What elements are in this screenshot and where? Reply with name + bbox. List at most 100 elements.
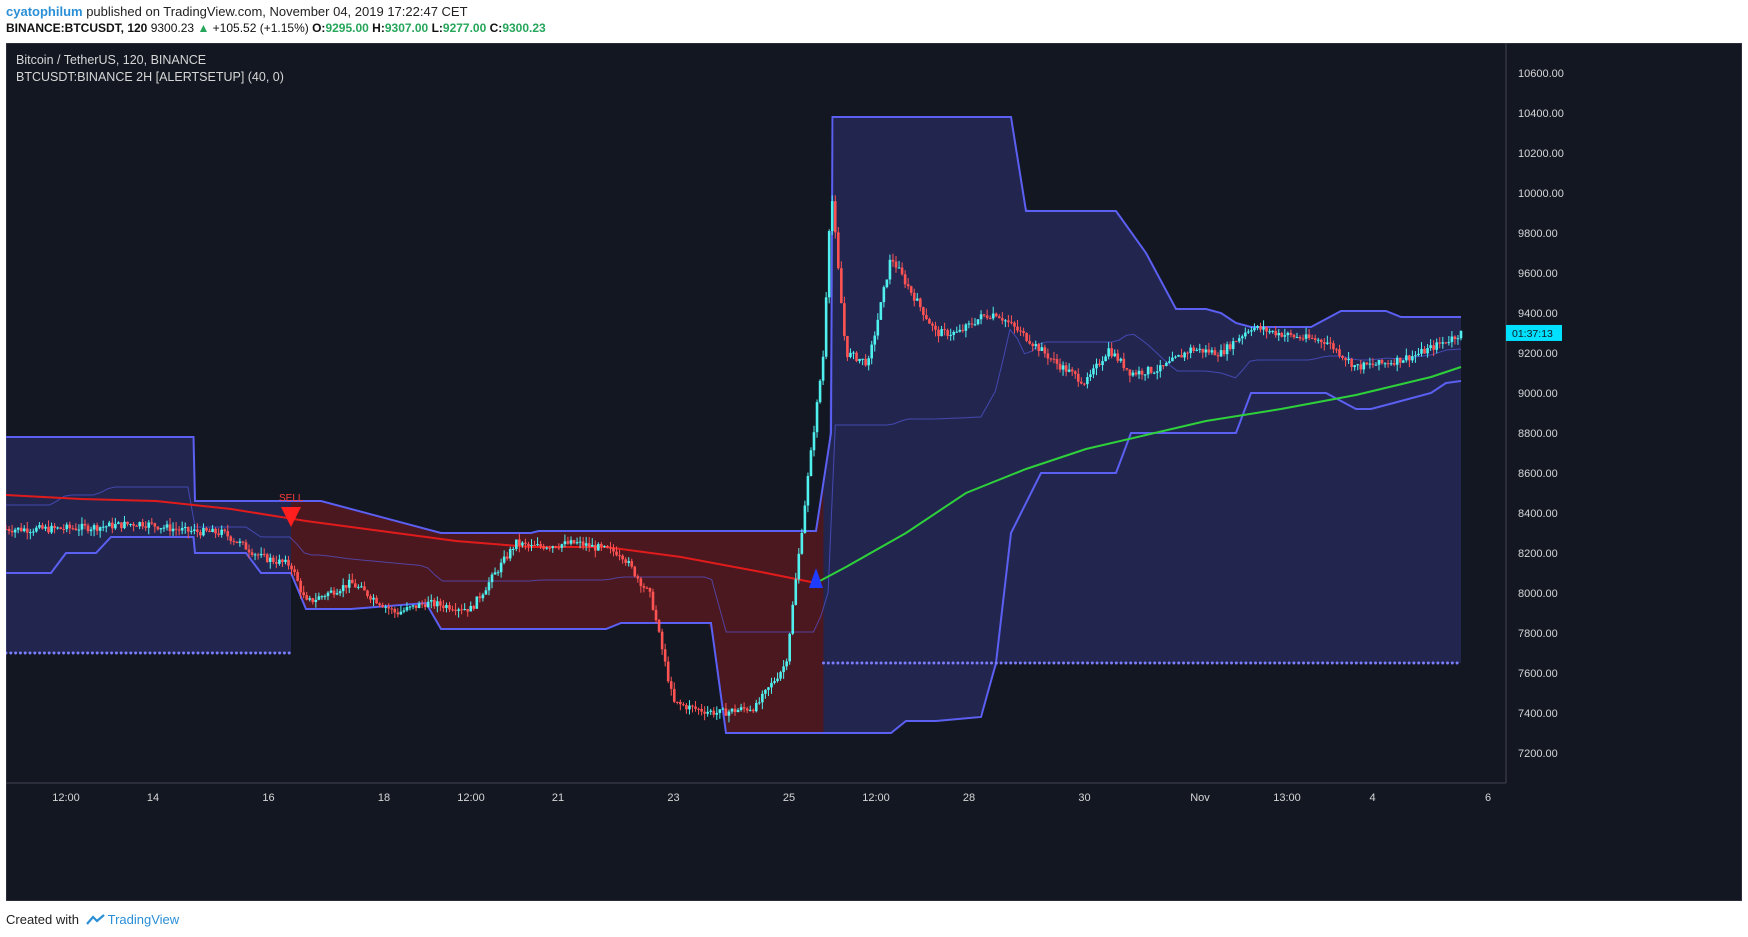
stop-dot [282, 651, 286, 655]
stop-dot [1153, 661, 1157, 665]
candle-body [144, 526, 148, 528]
candle-body [68, 524, 72, 529]
candle-body [679, 701, 682, 705]
candle-body [925, 315, 928, 320]
candle-body [381, 604, 384, 608]
candle-body [287, 559, 290, 566]
candle-body [982, 314, 986, 316]
candle-body [1204, 349, 1208, 353]
candle-body [1395, 357, 1399, 365]
candle-body [1341, 355, 1344, 359]
candle-body [208, 530, 211, 533]
stop-dot [1345, 661, 1349, 665]
candle-body [1277, 332, 1281, 336]
x-tick-label: 16 [262, 792, 274, 804]
candle-body [590, 544, 594, 547]
candle-body [624, 559, 627, 563]
stop-dot [1033, 661, 1037, 665]
candle-body [557, 547, 561, 549]
candle-body [1398, 357, 1402, 363]
candle-body [1216, 355, 1220, 357]
legend-title: Bitcoin / TetherUS, 120, BINANCE [16, 53, 207, 67]
stop-dot [1340, 661, 1344, 665]
author-name[interactable]: cyatophilum [6, 4, 83, 19]
stop-dot [158, 651, 162, 655]
stop-dot [95, 651, 99, 655]
legend-indicator: BTCUSDT:BINANCE 2H [ALERTSETUP] (40, 0) [16, 70, 284, 84]
stop-dot [114, 651, 118, 655]
candle-body [126, 521, 129, 525]
tradingview-link[interactable]: TradingView [107, 912, 180, 927]
candle-body [193, 529, 196, 531]
y-tick-label: 8800.00 [1518, 428, 1558, 440]
candle-body [1450, 336, 1454, 343]
candle-body [1019, 330, 1022, 332]
price-chart[interactable]: SELL 10600.00 10400.00 10200.00 10000.00 9800… [4, 42, 1743, 902]
chart-container[interactable]: SELL 10600.00 10400.00 10200.00 10000.00 9800… [4, 42, 1743, 902]
candle-body [703, 711, 706, 714]
stop-dot [234, 651, 238, 655]
candle-body [262, 553, 266, 555]
candle-body [469, 606, 473, 612]
candle-body [1049, 358, 1053, 360]
candle-body [1323, 342, 1326, 344]
candle-body [250, 552, 254, 556]
candle-body [347, 579, 351, 588]
stop-dot [1124, 661, 1128, 665]
candle-body [533, 544, 536, 546]
candle-body [460, 609, 463, 611]
candle-body [636, 576, 640, 579]
candle-body [773, 681, 776, 683]
candle-body [642, 586, 646, 588]
y-tick-label: 9600.00 [1518, 268, 1558, 280]
candle-body [748, 709, 752, 711]
stop-dot [1206, 661, 1209, 665]
candle-body [761, 693, 764, 703]
candle-body [107, 522, 111, 527]
candle-body [74, 528, 78, 531]
stop-dot [1215, 661, 1219, 665]
stop-dot [1138, 661, 1142, 665]
y-tick-label: 7200.00 [1518, 748, 1558, 760]
candle-body [1131, 372, 1135, 376]
stop-dot [994, 661, 998, 665]
candle-body [958, 329, 962, 332]
candle-body [1435, 342, 1438, 350]
candle-body [1043, 347, 1047, 354]
stop-dot [1066, 661, 1070, 665]
candle-body [1146, 366, 1150, 375]
candle-body [1240, 336, 1244, 339]
stop-dot [970, 661, 974, 665]
candle-body [733, 708, 737, 713]
stop-dot [1028, 661, 1032, 665]
stop-dot [263, 651, 267, 655]
stop-dot [1239, 661, 1243, 665]
stop-dot [903, 661, 907, 665]
stop-dot [1417, 661, 1421, 665]
candle-body [387, 606, 391, 609]
candle-body [1386, 363, 1390, 365]
candle-body [268, 557, 272, 562]
candle-body [229, 536, 233, 541]
candle-body [1316, 339, 1320, 341]
candle-body [952, 331, 956, 335]
stop-dot [1220, 661, 1224, 665]
candle-body [104, 526, 108, 528]
candle-body [405, 607, 409, 611]
candle-body [1289, 332, 1293, 335]
candle-body [1010, 322, 1013, 324]
candle-body [445, 605, 448, 608]
stop-dot [874, 661, 878, 665]
open-value: 9295.00 [325, 21, 369, 35]
stop-dot [81, 651, 85, 655]
stop-dot [86, 651, 90, 655]
candle-body [13, 529, 17, 533]
candle-body [1143, 374, 1147, 376]
stop-dot [210, 651, 214, 655]
stop-dot [1076, 661, 1080, 665]
y-tick-label: 10400.00 [1518, 108, 1564, 120]
candle-body [205, 528, 208, 531]
candle-body [378, 603, 381, 605]
stop-dot [1052, 661, 1056, 665]
y-tick-label: 8400.00 [1518, 508, 1558, 520]
